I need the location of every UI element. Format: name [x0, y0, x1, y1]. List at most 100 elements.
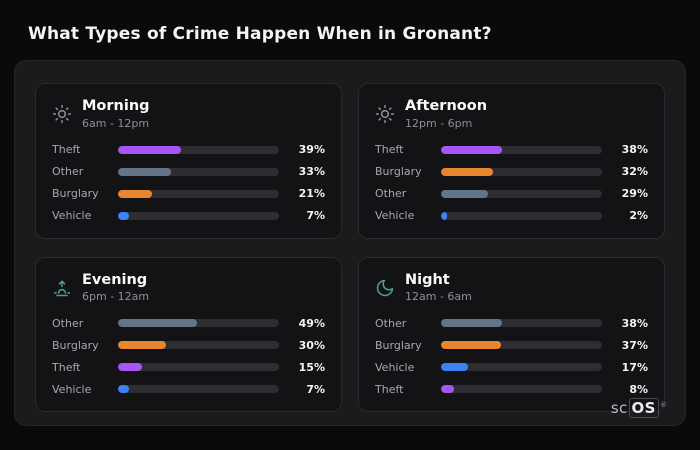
bar-track — [441, 363, 602, 372]
bar-percentage: 17% — [621, 360, 648, 374]
card-header: Afternoon 12pm - 6pm — [375, 98, 648, 130]
bar-label: Theft — [52, 360, 81, 374]
bar-label: Vehicle — [52, 209, 92, 223]
bar-row-other: Other 49% — [52, 316, 325, 330]
bar-percentage: 7% — [306, 209, 325, 223]
bar-percentage: 15% — [298, 360, 325, 374]
card-subtitle: 6pm - 12am — [82, 290, 150, 304]
bar-track — [441, 189, 602, 198]
bar-percentage: 29% — [621, 187, 648, 201]
bar-label: Other — [52, 316, 84, 330]
bar-row-burglary: Burglary 30% — [52, 338, 325, 352]
card-title: Afternoon — [405, 98, 488, 114]
bar-label: Vehicle — [52, 382, 92, 396]
bar-row-vehicle: Vehicle 7% — [52, 382, 325, 396]
bar-fill — [118, 319, 197, 328]
bar-track — [118, 189, 279, 198]
sun-icon — [375, 104, 395, 124]
bar-percentage: 49% — [298, 316, 325, 330]
bar-percentage: 39% — [298, 143, 325, 157]
bar-track — [441, 211, 602, 220]
bar-track — [118, 167, 279, 176]
time-period-card-morning: Morning 6am - 12pm Theft 39% Other 33% B… — [35, 83, 342, 239]
bar-label: Vehicle — [375, 209, 415, 223]
bar-percentage: 38% — [621, 316, 648, 330]
sunset-icon — [52, 278, 72, 298]
bar-chart: Theft 38% Burglary 32% Other 29% Vehicle… — [375, 143, 648, 223]
bar-row-other: Other 38% — [375, 316, 648, 330]
scos-logo-os: OS — [628, 398, 659, 418]
bar-row-theft: Theft 39% — [52, 143, 325, 157]
bar-percentage: 7% — [306, 382, 325, 396]
card-header: Evening 6pm - 12am — [52, 271, 325, 304]
bar-percentage: 33% — [298, 165, 325, 179]
card-header: Night 12am - 6am — [375, 272, 648, 304]
bar-track — [441, 319, 602, 328]
card-title: Morning — [82, 98, 150, 114]
bar-label: Burglary — [52, 338, 99, 352]
bar-fill — [441, 189, 488, 198]
bar-fill — [441, 319, 503, 328]
bar-percentage: 8% — [629, 382, 648, 396]
bar-fill — [441, 385, 454, 394]
bar-label: Theft — [52, 143, 81, 157]
bar-track — [441, 145, 602, 154]
bar-label: Burglary — [375, 165, 422, 179]
bar-track — [441, 167, 602, 176]
bar-percentage: 2% — [629, 209, 648, 223]
bar-fill — [118, 341, 167, 350]
bar-label: Theft — [375, 143, 404, 157]
bar-row-vehicle: Vehicle 2% — [375, 209, 648, 223]
bar-fill — [118, 211, 130, 220]
bar-label: Vehicle — [375, 360, 415, 374]
bar-fill — [441, 363, 469, 372]
bar-row-other: Other 29% — [375, 187, 648, 201]
bar-fill — [441, 211, 447, 220]
sun-icon — [52, 104, 72, 124]
bar-fill — [118, 363, 143, 372]
bar-track — [118, 211, 279, 220]
bar-row-vehicle: Vehicle 17% — [375, 360, 648, 374]
bar-row-burglary: Burglary 32% — [375, 165, 648, 179]
bar-row-theft: Theft 15% — [52, 360, 325, 374]
registered-trademark-mark: ® — [659, 401, 667, 409]
bar-fill — [441, 341, 501, 350]
bar-label: Theft — [375, 382, 404, 396]
bar-row-burglary: Burglary 37% — [375, 338, 648, 352]
bar-fill — [118, 145, 181, 154]
card-title: Evening — [82, 271, 148, 288]
bar-fill — [441, 145, 503, 154]
bar-percentage: 38% — [621, 143, 648, 157]
bar-label: Other — [375, 187, 407, 201]
bar-track — [118, 363, 279, 372]
card-subtitle: 6am - 12pm — [82, 116, 150, 130]
bar-track — [441, 341, 602, 350]
bar-track — [118, 145, 279, 154]
bar-percentage: 32% — [621, 165, 648, 179]
time-period-card-night: Night 12am - 6am Other 38% Burglary 37% … — [358, 256, 665, 413]
bar-chart: Theft 39% Other 33% Burglary 21% Vehicle… — [52, 143, 325, 223]
time-period-grid: Morning 6am - 12pm Theft 39% Other 33% B… — [35, 83, 665, 413]
bar-label: Burglary — [52, 187, 99, 201]
bar-fill — [441, 167, 493, 176]
bar-track — [118, 341, 279, 350]
page-title: What Types of Crime Happen When in Grona… — [28, 24, 492, 44]
bar-fill — [118, 167, 172, 176]
bar-row-other: Other 33% — [52, 165, 325, 179]
bar-fill — [118, 189, 152, 198]
moon-icon — [375, 278, 395, 298]
card-subtitle: 12am - 6am — [405, 290, 472, 304]
bar-label: Burglary — [375, 338, 422, 352]
bar-track — [441, 385, 602, 394]
time-period-card-afternoon: Afternoon 12pm - 6pm Theft 38% Burglary … — [358, 83, 665, 239]
bar-percentage: 30% — [298, 338, 325, 352]
bar-fill — [118, 385, 130, 394]
bar-row-theft: Theft 38% — [375, 143, 648, 157]
bar-track — [118, 319, 279, 328]
scos-logo: sc OS ® — [611, 398, 667, 418]
bar-row-burglary: Burglary 21% — [52, 187, 325, 201]
card-header: Morning 6am - 12pm — [52, 98, 325, 130]
bar-track — [118, 385, 279, 394]
time-period-card-evening: Evening 6pm - 12am Other 49% Burglary 30… — [35, 256, 342, 413]
bar-percentage: 21% — [298, 187, 325, 201]
